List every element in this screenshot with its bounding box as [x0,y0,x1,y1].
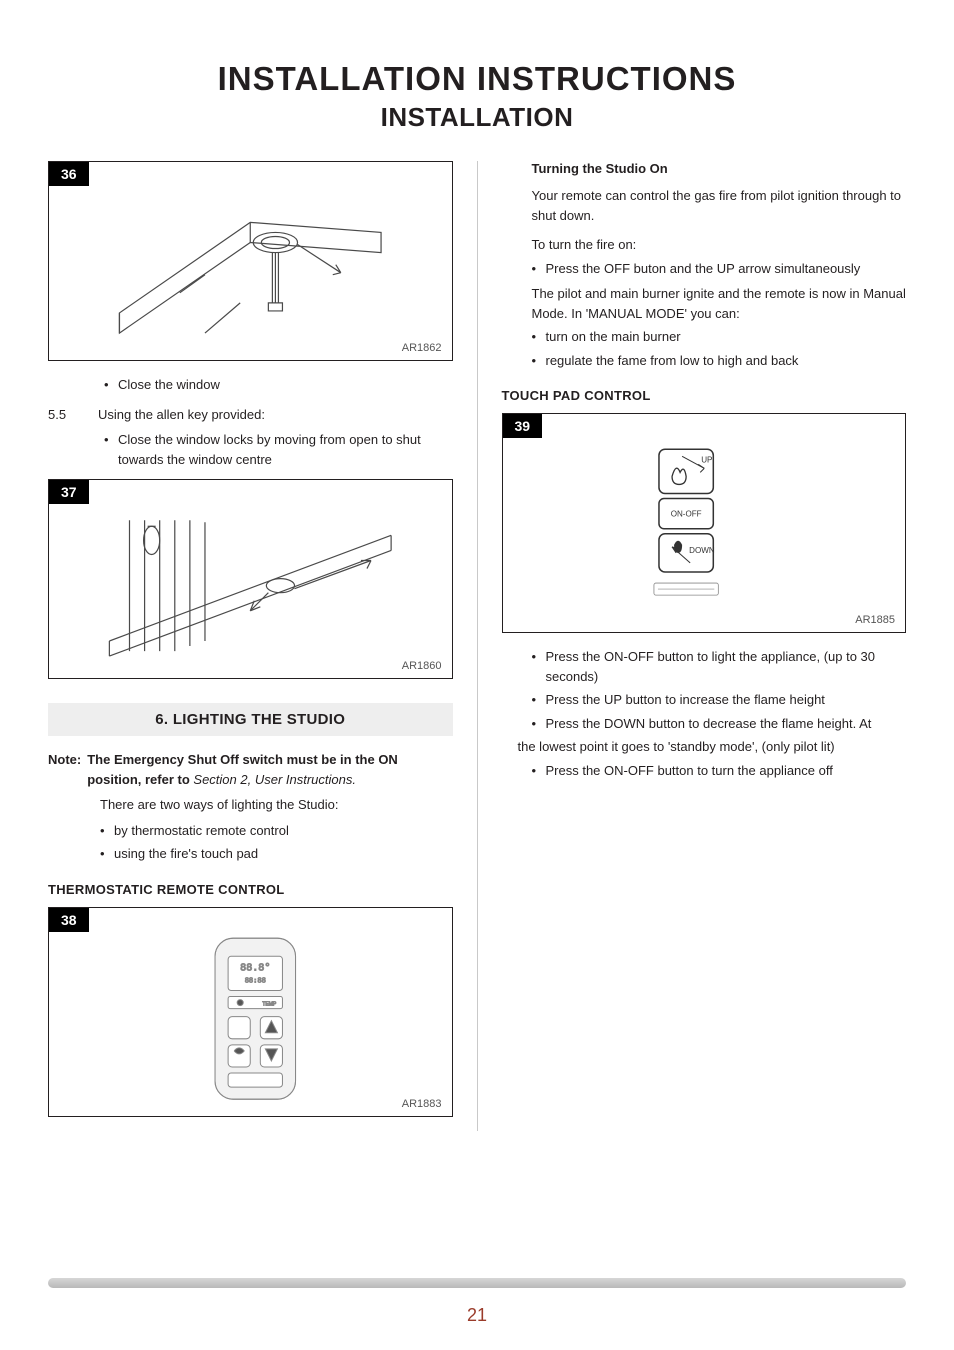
subhead-touchpad: TOUCH PAD CONTROL [502,388,907,403]
page-title-sub: INSTALLATION [48,102,906,133]
note-body: The Emergency Shut Off switch must be in… [87,750,452,789]
list-item: Close the window [104,375,453,395]
figure-38: 38 88.8° 88:88 TEMP [48,907,453,1117]
list-item: Press the DOWN button to decrease the fl… [532,714,907,734]
list-item: by thermostatic remote control [100,821,453,841]
figure-38-illustration: 88.8° 88:88 TEMP [49,908,452,1119]
page-number: 21 [0,1305,954,1326]
list-item: Close the window locks by moving from op… [104,430,453,469]
figure-36-code: AR1862 [402,342,442,354]
bullet-close-window: Close the window [104,375,453,395]
figure-37-tag: 37 [49,480,89,504]
figure-37-illustration [49,480,452,681]
after-note-text: There are two ways of lighting the Studi… [48,795,453,815]
para-manual-mode: The pilot and main burner ignite and the… [532,284,907,323]
section-heading-lighting: 6. LIGHTING THE STUDIO [48,703,453,736]
pad-up-label: UP [701,455,712,464]
list-item: Press the ON-OFF button to turn the appl… [532,761,907,781]
list-item: using the fire's touch pad [100,844,453,864]
bullet-touchpad-ops: Press the ON-OFF button to light the app… [532,647,907,733]
figure-37: 37 AR1860 [48,479,453,679]
bullet-lighting-methods: by thermostatic remote control using the… [100,821,453,864]
bullet-window-locks: Close the window locks by moving from op… [104,430,453,469]
heading-turning-on: Turning the Studio On [532,161,907,176]
list-item: regulate the fame from low to high and b… [532,351,907,371]
right-column: Turning the Studio On Your remote can co… [502,161,907,1131]
para-to-turn-on: To turn the fire on: [532,235,907,255]
figure-36-tag: 36 [49,162,89,186]
bullet-manual-mode: turn on the main burner regulate the fam… [532,327,907,370]
list-item: Press the UP button to increase the flam… [532,690,907,710]
subhead-remote: THERMOSTATIC REMOTE CONTROL [48,882,453,897]
footer-bar [48,1278,906,1288]
list-item: turn on the main burner [532,327,907,347]
continue-standby: the lowest point it goes to 'standby mod… [518,737,907,757]
figure-37-code: AR1860 [402,660,442,672]
svg-text:88.8°: 88.8° [240,962,270,973]
svg-text:88:88: 88:88 [245,975,266,984]
figure-36: 36 AR1862 [48,161,453,361]
pad-down-label: DOWN [689,546,715,555]
figure-39: 39 UP ON-OFF DOWN [502,413,907,633]
figure-39-tag: 39 [503,414,543,438]
left-column: 36 AR1862 [48,161,453,1131]
para-remote-control: Your remote can control the gas fire fro… [532,186,907,225]
bullet-press-off-up: Press the OFF buton and the UP arrow sim… [532,259,907,279]
column-divider [477,161,478,1131]
figure-38-code: AR1883 [402,1098,442,1110]
figure-38-tag: 38 [49,908,89,932]
list-item: Press the OFF buton and the UP arrow sim… [532,259,907,279]
page-title-main: INSTALLATION INSTRUCTIONS [48,60,906,98]
figure-39-code: AR1885 [855,614,895,626]
note-italic-text: Section 2, User Instructions. [190,772,356,787]
figure-36-illustration [49,162,452,363]
bullet-touchpad-off: Press the ON-OFF button to turn the appl… [532,761,907,781]
svg-text:TEMP: TEMP [262,1001,277,1007]
note-label: Note: [48,750,81,789]
list-item: Press the ON-OFF button to light the app… [532,647,907,686]
step-text: Using the allen key provided: [98,405,265,425]
figure-39-illustration: UP ON-OFF DOWN [503,414,906,635]
step-number: 5.5 [48,405,80,425]
pad-onoff-label: ON-OFF [670,510,701,519]
